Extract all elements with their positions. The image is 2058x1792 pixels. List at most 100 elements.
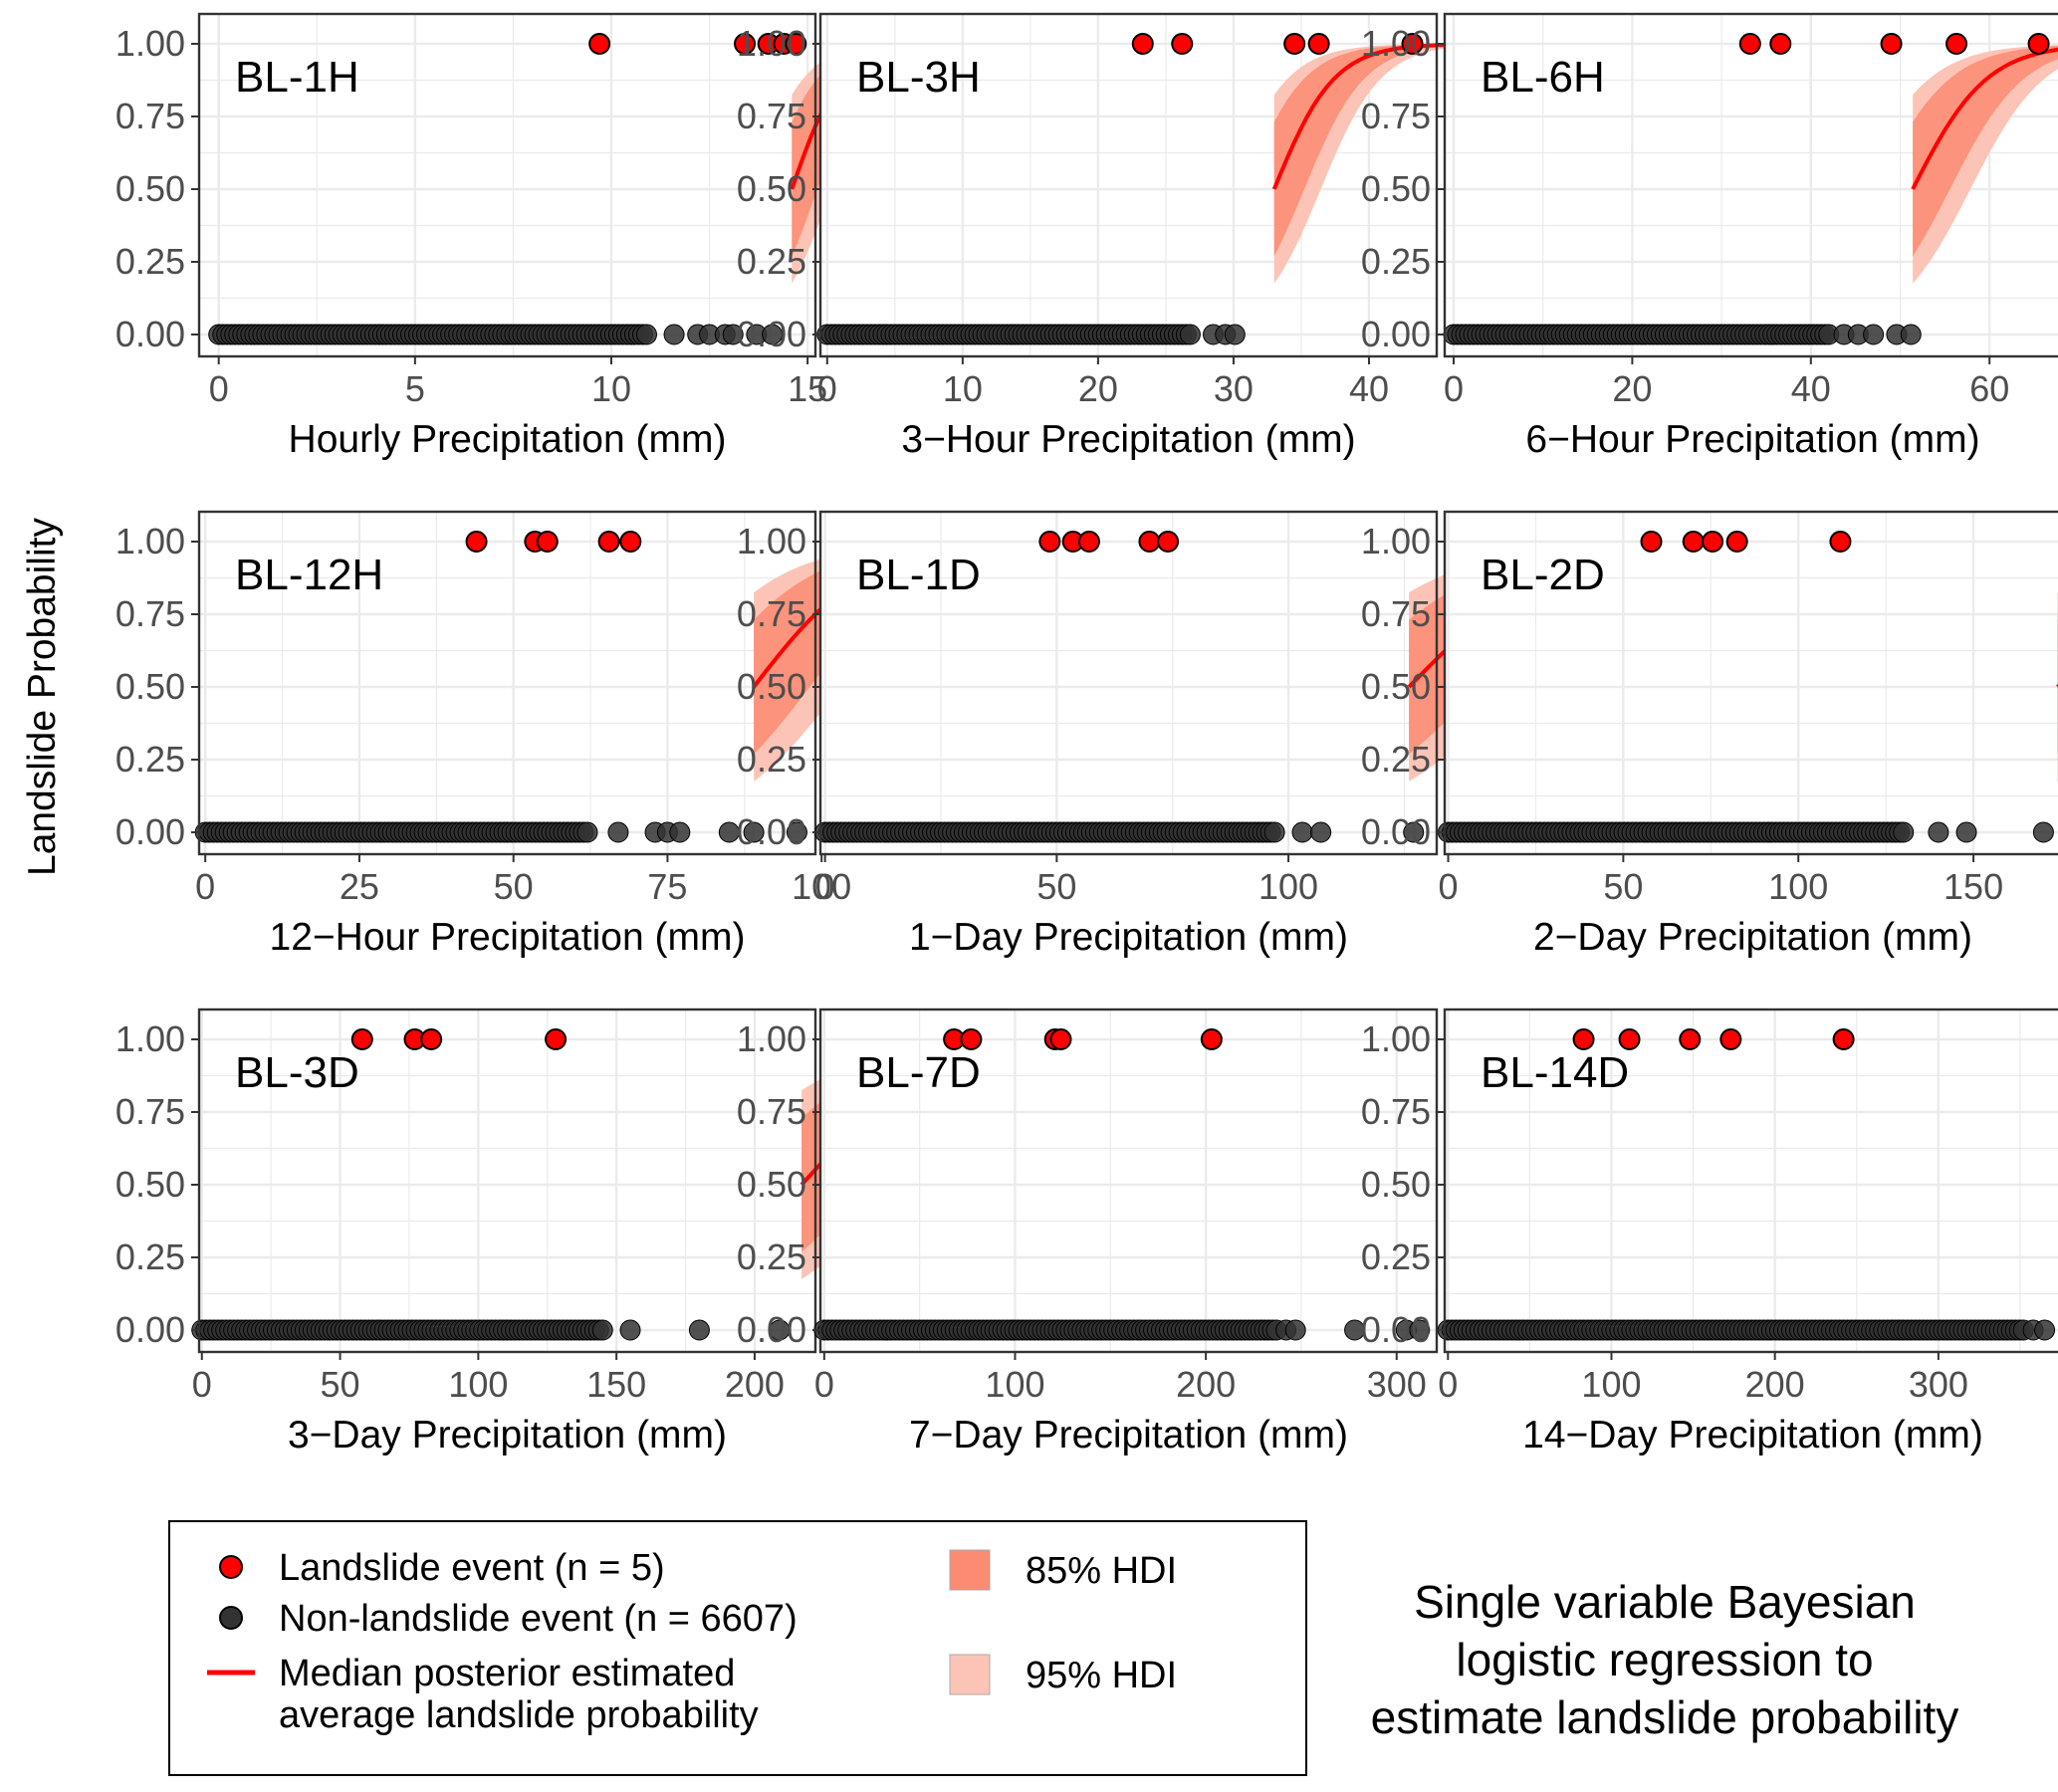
x-tick-label: 200 [725, 1364, 785, 1405]
y-tick-label: 0.00 [115, 1309, 185, 1350]
x-tick-label: 150 [586, 1364, 646, 1405]
legend-hdi85-key [949, 1549, 991, 1591]
landslide-point [350, 1028, 373, 1050]
y-tick-label: 0.50 [115, 1164, 185, 1205]
x-tick-label: 200 [1745, 1364, 1805, 1405]
panel-label: BL-1D [856, 551, 981, 599]
landslide-point [1077, 531, 1100, 553]
panel-background [199, 14, 815, 356]
nonlandslide-point [1893, 821, 1915, 843]
x-tick-label: 0 [209, 368, 229, 409]
nonlandslide-point [1900, 324, 1922, 345]
nonlandslide-point [1344, 1319, 1366, 1341]
x-axis-title: 14−Day Precipitation (mm) [1522, 1414, 1983, 1456]
landslide-point [785, 33, 807, 55]
y-tick-label: 0.50 [115, 168, 185, 209]
panel-label: BL-14D [1481, 1048, 1629, 1097]
x-tick-label: 50 [1036, 866, 1076, 907]
y-tick-label: 0.75 [1361, 1091, 1431, 1132]
panel-grid: BL-1H 0.00 0.25 0.50 0.75 1.00 0 5 10 15 Hourly Pr… [115, 12, 2058, 1456]
x-tick-label: 0 [814, 1364, 834, 1405]
y-tick-label: 0.00 [1361, 811, 1431, 852]
note-line-2: logistic regression to [1456, 1634, 1873, 1685]
nonlandslide-point [669, 821, 691, 843]
landslide-point [1138, 531, 1161, 553]
landslide-point [1679, 1028, 1702, 1050]
landslide-point [1307, 33, 1330, 55]
landslide-point [1200, 1028, 1223, 1050]
x-tick-label: 300 [1909, 1364, 1968, 1405]
y-tick-label: 1.00 [1361, 521, 1431, 561]
panel-background [820, 512, 1437, 854]
y-tick-label: 0.50 [1361, 1164, 1431, 1205]
x-tick-label: 10 [591, 368, 631, 409]
landslide-point [465, 531, 488, 553]
landslide-point [1131, 33, 1154, 55]
x-axis-title: 1−Day Precipitation (mm) [909, 916, 1348, 959]
x-tick-label: 100 [1581, 1364, 1641, 1405]
legend-box [168, 1520, 1307, 1776]
landslide-point [1157, 531, 1180, 553]
nonlandslide-point [619, 1319, 641, 1341]
y-tick-label: 0.50 [1361, 168, 1431, 209]
y-tick-label: 0.00 [115, 811, 185, 852]
y-tick-label: 0.75 [737, 96, 806, 136]
y-tick-label: 0.50 [115, 666, 185, 707]
x-tick-label: 40 [1349, 368, 1389, 409]
nonlandslide-point [762, 324, 784, 345]
nonlandslide-point [663, 324, 685, 345]
panel-bl-2d: BL-2D 0.00 0.25 0.50 0.75 1.00 0 50 100 150 2−Day … [1361, 510, 2058, 959]
y-tick-label: 0.75 [737, 593, 806, 634]
y-tick-label: 0.00 [737, 314, 806, 354]
nonlandslide-point [607, 821, 629, 843]
landslide-point [1572, 1028, 1595, 1050]
panel-label: BL-1H [235, 53, 359, 102]
panel-label: BL-3D [235, 1048, 359, 1097]
y-tick-label: 0.00 [737, 1309, 806, 1350]
panel-border [197, 12, 817, 358]
x-tick-label: 100 [985, 1364, 1044, 1405]
nonlandslide-point [1263, 821, 1285, 843]
nonlandslide-point [688, 1319, 710, 1341]
y-tick-label: 0.00 [737, 811, 806, 852]
landslide-point [1880, 33, 1903, 55]
x-tick-label: 0 [195, 866, 215, 907]
x-tick-label: 20 [1612, 368, 1652, 409]
legend-hdi85-label: 85% HDI [1026, 1550, 1177, 1592]
panel-border [1443, 510, 2058, 856]
nonlandslide-point [2034, 1319, 2056, 1341]
x-tick-label: 150 [1944, 866, 2003, 907]
panel-background [199, 512, 815, 854]
nonlandslide-point [769, 1319, 791, 1341]
legend-hdi95-key [949, 1654, 991, 1695]
x-tick-label: 100 [792, 866, 851, 907]
x-tick-label: 20 [1078, 368, 1118, 409]
nonlandslide-point [635, 324, 657, 345]
note-line-3: estimate landslide probability [1371, 1691, 1959, 1743]
legend-hdi95-label: 95% HDI [1026, 1655, 1177, 1696]
panel-bl-1d: BL-1D 0.00 0.25 0.50 0.75 1.00 0 50 100 1−Day Pre… [737, 510, 1998, 959]
nonlandslide-point [743, 821, 765, 843]
x-tick-label: 50 [494, 866, 534, 907]
nonlandslide-point [1310, 821, 1332, 843]
landslide-point [588, 33, 611, 55]
y-axis-title: Landslide Probability [21, 518, 64, 876]
x-tick-label: 0 [1438, 1364, 1458, 1405]
panel-bl-7d: BL-7D 0.00 0.25 0.50 0.75 1.00 0 100 200 300 7−Day… [737, 1008, 2058, 1456]
x-tick-label: 5 [405, 368, 425, 409]
landslide-point [1769, 33, 1792, 55]
median-probability-line [1911, 47, 2058, 190]
y-tick-label: 1.00 [115, 1018, 185, 1059]
x-tick-label: 200 [1176, 1364, 1236, 1405]
landslide-point [597, 531, 620, 553]
nonlandslide-point [1409, 1319, 1431, 1341]
landslide-point [1832, 1028, 1855, 1050]
landslide-point [1682, 531, 1705, 553]
nonlandslide-point [1863, 324, 1885, 345]
landslide-point [1171, 33, 1194, 55]
panel-border [818, 510, 1439, 856]
panel-background [199, 1009, 815, 1352]
x-tick-label: 30 [1214, 368, 1254, 409]
y-tick-label: 0.75 [737, 1091, 806, 1132]
